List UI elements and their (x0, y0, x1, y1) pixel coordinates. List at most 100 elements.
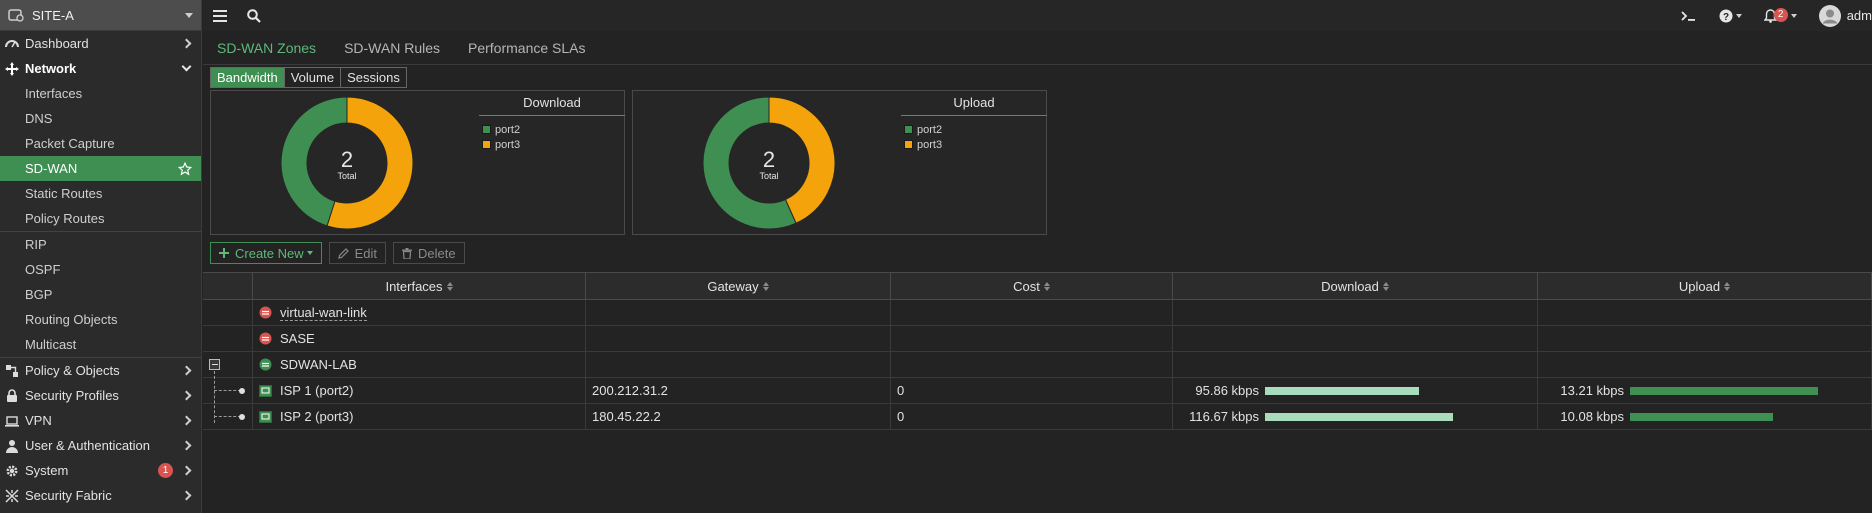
collapse-toggle[interactable] (209, 359, 220, 370)
upload-chart-title: Upload (901, 91, 1047, 116)
table-header: Interfaces Gateway Cost Download Upload (203, 272, 1872, 300)
legend-label: port3 (495, 138, 521, 151)
legend-item-port3[interactable]: port3 (482, 137, 520, 152)
gateway-cell: 200.212.31.2 (586, 378, 891, 403)
download-cell (1173, 326, 1538, 351)
sidebar-divider (0, 231, 201, 232)
view-bandwidth-button[interactable]: Bandwidth (211, 68, 285, 87)
row-select-cell (203, 404, 253, 429)
zone-down-icon (259, 332, 272, 345)
notifications-menu[interactable]: 2 (1763, 7, 1797, 23)
interface-cell: ISP 2 (port3) (253, 404, 586, 429)
sidebar-item-security-fabric[interactable]: Security Fabric (0, 483, 201, 508)
star-icon[interactable] (178, 161, 192, 176)
legend-swatch (482, 140, 491, 149)
view-switch: Bandwidth Volume Sessions (210, 67, 407, 88)
column-header-gateway[interactable]: Gateway (586, 273, 891, 299)
sidebar-item-label: DNS (25, 111, 53, 126)
tab-performance-slas[interactable]: Performance SLAs (468, 40, 586, 56)
sidebar-item-interfaces[interactable]: Interfaces (0, 81, 201, 106)
cost-cell: 0 (891, 404, 1173, 429)
interface-name: SDWAN-LAB (280, 357, 357, 372)
sidebar-item-packet-capture[interactable]: Packet Capture (0, 131, 201, 156)
view-volume-button[interactable]: Volume (285, 68, 342, 87)
sidebar-item-multicast[interactable]: Multicast (0, 332, 201, 357)
sidebar-item-label: System (25, 463, 69, 478)
notification-count-badge: 2 (1773, 7, 1788, 22)
tree-line (214, 390, 241, 391)
column-header-label: Download (1321, 278, 1379, 294)
site-name: SITE-A (32, 7, 74, 23)
zone-up-icon (259, 358, 272, 371)
sidebar-item-system[interactable]: System 1 (0, 458, 201, 483)
tab-sd-wan-rules[interactable]: SD-WAN Rules (344, 40, 440, 56)
sidebar-item-dns[interactable]: DNS (0, 106, 201, 131)
column-header-label: Cost (1013, 278, 1040, 294)
site-selector[interactable]: SITE-A (0, 0, 201, 31)
search-icon[interactable] (247, 8, 261, 23)
legend-item-port2[interactable]: port2 (904, 122, 942, 137)
row-select-cell (203, 300, 253, 325)
sidebar-item-network[interactable]: Network (0, 56, 201, 81)
chevron-down-icon (1735, 13, 1742, 18)
pencil-icon (337, 247, 349, 259)
cost-cell (891, 352, 1173, 377)
edit-label: Edit (354, 245, 378, 261)
upload-cell: 10.08 kbps (1538, 404, 1872, 429)
sidebar-item-vpn[interactable]: VPN (0, 408, 201, 433)
table-row[interactable]: SDWAN-LAB (203, 352, 1872, 423)
sidebar-item-dashboard[interactable]: Dashboard (0, 31, 201, 56)
chevron-down-icon (1790, 13, 1797, 18)
sidebar-item-security-profiles[interactable]: Security Profiles (0, 383, 201, 408)
tree-line (214, 416, 241, 417)
table-row[interactable]: ISP 1 (port2) 200.212.31.2 0 95.86 kbps … (203, 378, 1872, 404)
sidebar-item-label: RIP (25, 237, 47, 252)
chevron-down-icon (181, 61, 192, 72)
upload-cell: 13.21 kbps (1538, 378, 1872, 403)
sidebar-item-policy-routes[interactable]: Policy Routes (0, 206, 201, 231)
delete-button[interactable]: Delete (393, 242, 465, 264)
column-header-upload[interactable]: Upload (1538, 273, 1872, 299)
column-header-cost[interactable]: Cost (891, 273, 1173, 299)
sidebar-item-user-authentication[interactable]: User & Authentication (0, 433, 201, 458)
column-header-label: Gateway (707, 278, 759, 294)
column-header-download[interactable]: Download (1173, 273, 1538, 299)
sidebar-item-static-routes[interactable]: Static Routes (0, 181, 201, 206)
device-icon (8, 9, 24, 22)
sidebar-item-label: Interfaces (25, 86, 83, 101)
table-row[interactable]: ISP 2 (port3) 180.45.22.2 0 116.67 kbps … (203, 404, 1872, 430)
create-new-button[interactable]: Create New (210, 242, 322, 264)
view-sessions-button[interactable]: Sessions (347, 70, 400, 85)
cli-console-icon[interactable] (1681, 10, 1697, 22)
sidebar-item-routing-objects[interactable]: Routing Objects (0, 307, 201, 332)
plus-icon (219, 248, 229, 258)
legend-item-port2[interactable]: port2 (482, 122, 520, 137)
gateway-cell (586, 300, 891, 325)
zone-down-icon (259, 306, 272, 319)
sidebar-item-policy-objects[interactable]: Policy & Objects (0, 358, 201, 383)
column-header-interfaces[interactable]: Interfaces (253, 273, 586, 299)
upload-cell (1538, 300, 1872, 325)
tab-sd-wan-zones[interactable]: SD-WAN Zones (217, 40, 317, 56)
tree-node-dot (239, 388, 245, 394)
upload-cell (1538, 326, 1872, 351)
sidebar-item-bgp[interactable]: BGP (0, 282, 201, 307)
download-cell: 116.67 kbps (1173, 404, 1538, 429)
cost-cell: 0 (891, 378, 1173, 403)
sidebar-item-ospf[interactable]: OSPF (0, 257, 201, 282)
table-row[interactable]: SASE (203, 326, 1872, 352)
trash-icon (402, 247, 413, 259)
sidebar-item-label: Dashboard (25, 36, 89, 51)
table-row[interactable]: virtual-wan-link (203, 300, 1872, 326)
sidebar-item-rip[interactable]: RIP (0, 232, 201, 257)
interface-name[interactable]: virtual-wan-link (280, 304, 367, 321)
edit-button[interactable]: Edit (328, 242, 387, 264)
help-menu[interactable]: ? (1719, 9, 1742, 23)
notification-badge: 1 (158, 463, 173, 478)
menu-icon[interactable] (213, 9, 227, 22)
legend-item-port3[interactable]: port3 (904, 137, 942, 152)
user-menu[interactable]: adm (1818, 4, 1872, 27)
sidebar-item-sd-wan[interactable]: SD-WAN (0, 156, 201, 181)
chevron-down-icon (306, 251, 313, 255)
download-cell: 95.86 kbps (1173, 378, 1538, 403)
